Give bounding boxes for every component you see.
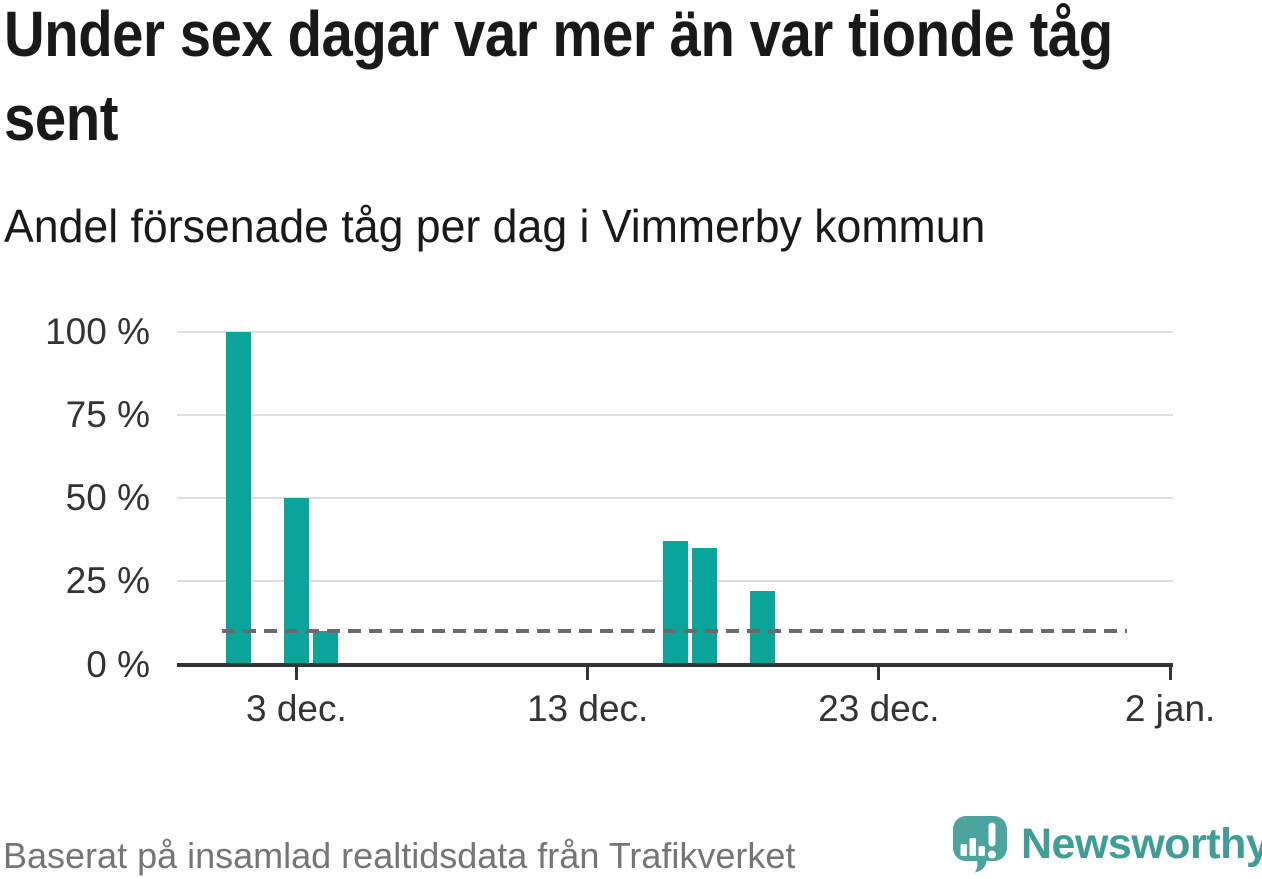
chart-title: Under sex dagar var mer än var tionde tå… [4, 0, 1113, 154]
x-axis-tick [294, 666, 298, 680]
logo-bubble-shape [953, 816, 1007, 873]
x-axis-tick [1168, 666, 1172, 680]
x-axis-tick [877, 666, 881, 680]
newsworthy-logo-icon [953, 816, 1007, 873]
y-tick-label: 50 % [65, 477, 150, 519]
x-tick-label: 2 jan. [1124, 688, 1216, 729]
reference-line [222, 629, 1127, 634]
x-axis-line [177, 662, 1173, 667]
bar [691, 548, 717, 664]
x-tick-label: 23 dec. [818, 688, 940, 729]
x-axis-tick [586, 666, 590, 680]
gridline [177, 331, 1173, 333]
bar [313, 631, 339, 664]
x-tick-label: 3 dec. [245, 688, 347, 729]
brand-logo: Newsworthy [952, 815, 1262, 873]
y-tick-label: 75 % [65, 394, 150, 436]
bar [749, 591, 775, 664]
y-tick-label: 0 % [86, 643, 150, 685]
y-tick-label: 100 % [45, 311, 150, 352]
bar [662, 541, 688, 664]
x-tick-label: 13 dec. [526, 688, 649, 729]
bar [283, 498, 309, 664]
chart-subtitle: Andel försenade tåg per dag i Vimmerby k… [4, 200, 986, 252]
y-tick-label: 25 % [65, 560, 150, 602]
gridline [177, 414, 1173, 417]
gridline [177, 497, 1173, 500]
brand-wordmark: Newsworthy [1021, 819, 1262, 868]
bar [225, 332, 251, 664]
source-note: Baserat på insamlad realtidsdata från Tr… [3, 835, 796, 876]
